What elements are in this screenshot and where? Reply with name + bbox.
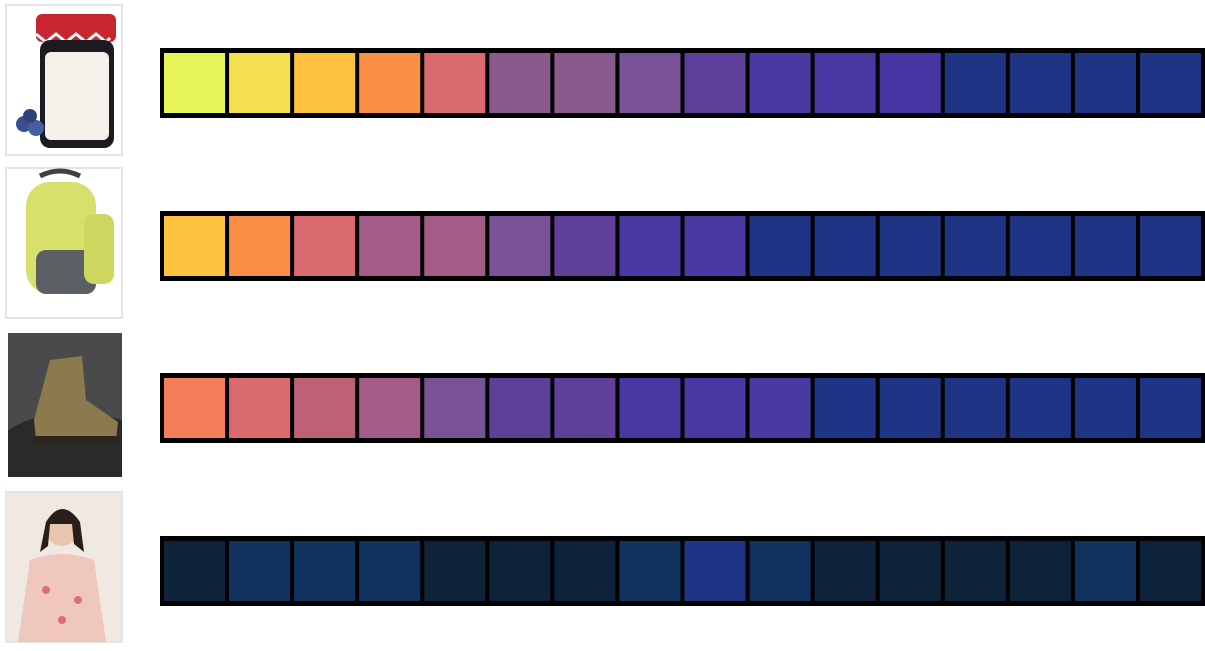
heat-cell — [684, 378, 746, 438]
heat-cell — [814, 541, 876, 601]
heat-cell — [684, 541, 746, 601]
heat-cell — [619, 378, 681, 438]
heat-cell — [294, 541, 356, 601]
heat-cell — [229, 216, 291, 276]
heat-cell — [619, 53, 681, 113]
heat-cell — [1009, 541, 1071, 601]
heat-cell — [229, 378, 291, 438]
product-image — [8, 333, 122, 477]
heat-cell — [749, 378, 811, 438]
heat-cell — [164, 53, 226, 113]
heat-cell — [554, 541, 616, 601]
heat-cell — [294, 53, 356, 113]
heat-cell — [164, 378, 226, 438]
heat-cell — [749, 216, 811, 276]
heat-cell — [944, 53, 1006, 113]
product-image — [5, 167, 123, 319]
heat-cell — [619, 541, 681, 601]
heat-cell — [359, 378, 421, 438]
heat-cell — [879, 378, 941, 438]
heat-cell — [749, 53, 811, 113]
heat-cell — [1074, 541, 1136, 601]
heat-cell — [1074, 378, 1136, 438]
heat-cell — [1139, 216, 1201, 276]
product-image — [5, 4, 123, 156]
heat-cell — [684, 216, 746, 276]
heat-cell — [164, 541, 226, 601]
heat-cell — [554, 53, 616, 113]
heat-cell — [749, 541, 811, 601]
heat-cell — [424, 53, 486, 113]
heat-cell — [814, 378, 876, 438]
heat-cell — [424, 216, 486, 276]
heat-cell — [1074, 216, 1136, 276]
heat-cell — [489, 53, 551, 113]
heat-cell — [944, 541, 1006, 601]
heat-cell — [359, 216, 421, 276]
heat-cell — [814, 53, 876, 113]
heat-cell — [164, 216, 226, 276]
heat-cell — [1139, 541, 1201, 601]
heat-cell — [294, 378, 356, 438]
heat-cell — [554, 378, 616, 438]
heat-cell — [944, 216, 1006, 276]
heat-cell — [229, 541, 291, 601]
heat-cell — [879, 541, 941, 601]
heat-cell — [814, 216, 876, 276]
heat-cell — [1009, 216, 1071, 276]
product-image — [5, 491, 123, 643]
heat-cell — [1009, 53, 1071, 113]
heat-cell — [294, 216, 356, 276]
heat-cell — [424, 378, 486, 438]
heat-cell — [359, 53, 421, 113]
heat-cell — [359, 541, 421, 601]
heat-cell — [554, 216, 616, 276]
heat-cell — [1009, 378, 1071, 438]
heat-cell — [619, 216, 681, 276]
heat-cell — [1139, 378, 1201, 438]
heat-cell — [879, 216, 941, 276]
heat-cell — [489, 541, 551, 601]
heat-cell — [879, 53, 941, 113]
heat-cell — [684, 53, 746, 113]
heat-cell — [489, 216, 551, 276]
heat-cell — [944, 378, 1006, 438]
heat-cell — [1139, 53, 1201, 113]
heat-cell — [424, 541, 486, 601]
heat-cell — [229, 53, 291, 113]
heat-cell — [489, 378, 551, 438]
heat-cell — [1074, 53, 1136, 113]
